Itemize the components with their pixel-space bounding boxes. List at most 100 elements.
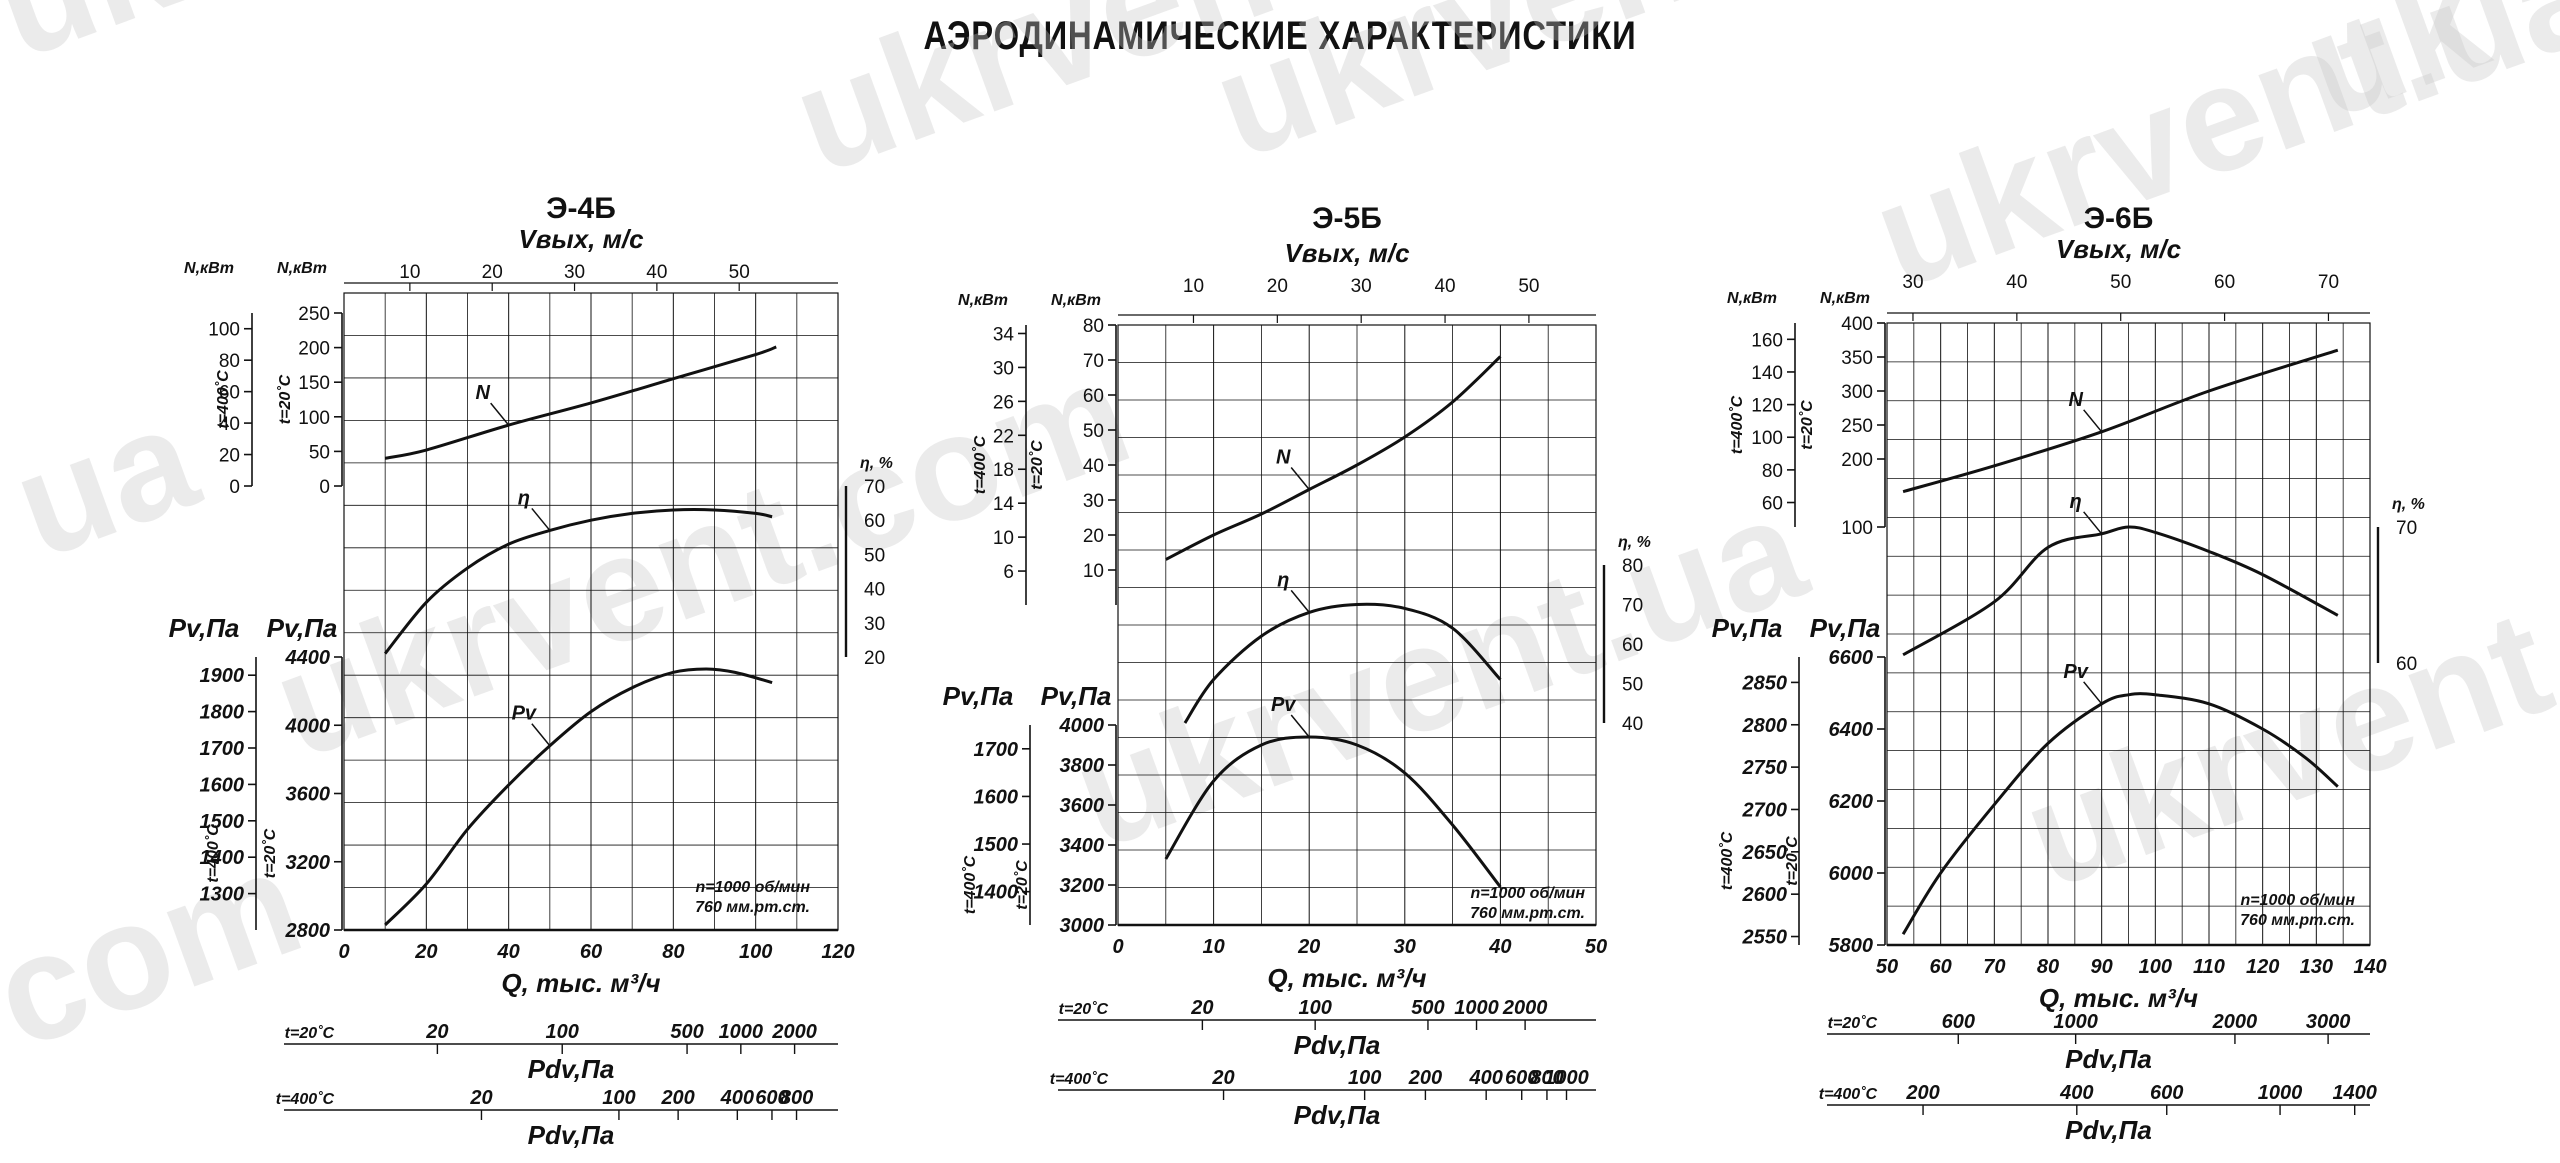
pressure-axis-t400-tick-label: 2600 [1742, 884, 1788, 906]
dynamic-pressure-label: Pdv,Па [2065, 1115, 2152, 1145]
pressure-axis-t400-tick-label: 2750 [1742, 757, 1788, 779]
velocity-tick-label: 50 [1518, 276, 1539, 297]
efficiency-axis-label: η, % [2392, 496, 2425, 513]
dynamic-pressure-caption: t=400˚С [1050, 1071, 1109, 1088]
power-caption-t400: t=400˚С [972, 435, 989, 494]
velocity-tick-label: 40 [2006, 272, 2027, 293]
watermark-text: ukrvent.ua [1053, 462, 1825, 880]
pressure-axis-t400-tick-label: 1600 [974, 786, 1019, 808]
dynamic-pressure-tick-label: 100 [1298, 997, 1331, 1019]
series-line-power [1165, 355, 1502, 561]
power-axis-t20-tick-label: 70 [1083, 351, 1104, 372]
series-label-power: N [1276, 447, 1291, 469]
power-axis-t400-tick-label: 22 [993, 426, 1014, 447]
series-leader-line [2083, 409, 2103, 433]
power-axis-t400-tick-label: 60 [1762, 494, 1783, 515]
pressure-axis-t400-tick-label: 1700 [200, 738, 245, 760]
power-axis-t20-tick-label: 200 [298, 339, 330, 360]
efficiency-axis-label: η, % [860, 455, 893, 472]
x-tick-label: 50 [1585, 936, 1607, 958]
power-axis-t20-tick-label: 30 [1083, 491, 1104, 512]
efficiency-tick-label: 60 [864, 511, 885, 532]
x-tick-label: 0 [338, 941, 349, 963]
dynamic-pressure-caption: t=400˚С [276, 1091, 335, 1108]
series-leader-line [531, 723, 551, 747]
pressure-axis-t20-tick-label: 5800 [1829, 935, 1874, 957]
dynamic-pressure-tick-label: 1000 [2053, 1011, 2098, 1033]
pressure-axis-label: Pv,Па [1041, 681, 1112, 711]
dynamic-pressure-label: Pdv,Па [528, 1054, 615, 1084]
series-line-pressure [384, 667, 773, 926]
pressure-axis-t400-tick-label: 1600 [200, 774, 245, 796]
pressure-axis-t400-tick-label: 2550 [1742, 927, 1788, 949]
power-axis-t20-tick-label: 250 [298, 304, 330, 325]
dynamic-pressure-tick-label: 2000 [771, 1021, 817, 1043]
power-axis-t400-tick-label: 34 [993, 324, 1015, 345]
velocity-tick-label: 30 [1351, 276, 1372, 297]
velocity-tick-label: 20 [1267, 276, 1288, 297]
chart-title: Э-4Б [546, 192, 616, 225]
efficiency-tick-label: 70 [864, 477, 885, 498]
velocity-tick-label: 70 [2318, 272, 2339, 293]
x-tick-label: 70 [1983, 956, 2005, 978]
dynamic-pressure-tick-label: 1000 [719, 1021, 764, 1043]
x-tick-label: 140 [2353, 956, 2386, 978]
dynamic-pressure-tick-label: 600 [755, 1087, 788, 1109]
dynamic-pressure-tick-label: 200 [660, 1087, 694, 1109]
dynamic-pressure-tick-label: 600 [1505, 1067, 1538, 1089]
pressure-axis-label: Pv,Па [267, 613, 338, 643]
dynamic-pressure-tick-label: 20 [1211, 1067, 1234, 1089]
dynamic-pressure-tick-label: 20 [1190, 997, 1213, 1019]
series-leader-line [490, 402, 510, 426]
series-label-power: N [2068, 389, 2083, 411]
dynamic-pressure-tick-label: 400 [720, 1087, 754, 1109]
pressure-axis-t20-tick-label: 2800 [285, 920, 331, 942]
dynamic-pressure-tick-label: 600 [2150, 1082, 2183, 1104]
dynamic-pressure-tick-label: 600 [1942, 1011, 1975, 1033]
power-caption-t20: t=20˚С [1799, 400, 1816, 450]
series-label-efficiency: η [518, 487, 530, 509]
pressure-caption-t20: t=20˚С [1014, 860, 1031, 910]
dynamic-pressure-tick-label: 2000 [2212, 1011, 2258, 1033]
power-axis-t400-tick-label: 120 [1751, 396, 1783, 417]
dynamic-pressure-label: Pdv,Па [1294, 1100, 1381, 1130]
power-axis-t20-tick-label: 50 [1083, 421, 1104, 442]
power-axis-t400-tick-label: 0 [229, 477, 240, 498]
dynamic-pressure-caption: t=20˚С [1828, 1015, 1878, 1032]
series-leader-line [2083, 681, 2103, 705]
pressure-axis-t400-tick-label: 1500 [974, 834, 1019, 856]
power-axis-t20-tick-label: 60 [1083, 386, 1104, 407]
x-tick-label: 0 [1112, 936, 1123, 958]
velocity-tick-label: 50 [2110, 272, 2131, 293]
velocity-tick-label: 40 [1434, 276, 1455, 297]
pressure-axis-t400-tick-label: 1300 [200, 884, 245, 906]
power-axis-t20-tick-label: 50 [309, 442, 330, 463]
series-label-pressure: Pv [512, 703, 538, 725]
pressure-axis-t400-tick-label: 2800 [1742, 715, 1788, 737]
dynamic-pressure-tick-label: 500 [670, 1021, 703, 1043]
pressure-axis-t20-tick-label: 3600 [286, 784, 331, 806]
pressure-axis-t400-tick-label: 1700 [974, 739, 1019, 761]
pressure-axis-t20-tick-label: 4000 [1059, 715, 1105, 737]
x-tick-label: 120 [821, 941, 854, 963]
power-axis-t20-tick-label: 80 [1083, 316, 1104, 337]
grid [1117, 324, 1597, 926]
dynamic-pressure-tick-label: 100 [546, 1021, 579, 1043]
dynamic-pressure-tick-label: 100 [602, 1087, 635, 1109]
pressure-axis-label: Pv,Па [169, 613, 240, 643]
power-axis-t20-tick-label: 150 [298, 373, 330, 394]
page-title: АЭРОДИНАМИЧЕСКИЕ ХАРАКТЕРИСТИКИ [923, 14, 1637, 58]
velocity-axis-label: Vвых, м/с [2056, 234, 2182, 264]
power-caption-t400: t=400˚С [1729, 395, 1746, 454]
dynamic-pressure-tick-label: 200 [1408, 1067, 1442, 1089]
power-caption-t400: t=400˚С [215, 370, 232, 429]
dynamic-pressure-tick-label: 100 [1348, 1067, 1381, 1089]
velocity-tick-label: 10 [1183, 276, 1204, 297]
series-line-efficiency [1902, 525, 2339, 657]
power-axis-t400-tick-label: 30 [993, 358, 1014, 379]
dynamic-pressure-tick-label: 400 [1468, 1067, 1502, 1089]
efficiency-tick-label: 60 [2396, 654, 2417, 675]
